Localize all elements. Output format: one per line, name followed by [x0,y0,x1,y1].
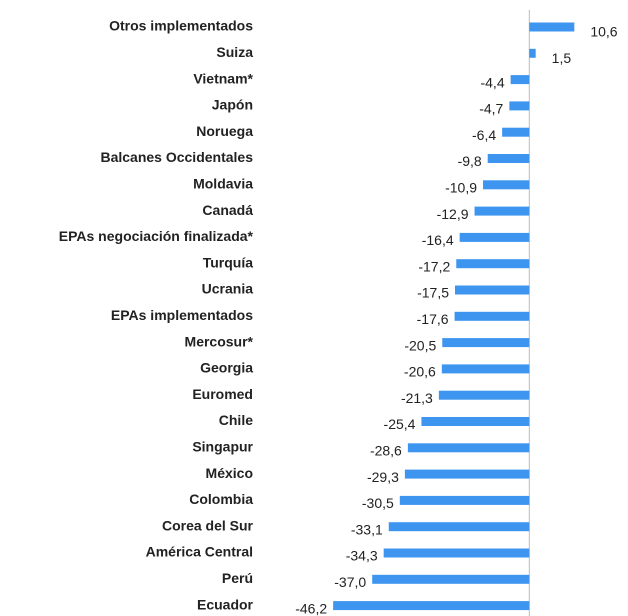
category-label: América Central [146,544,253,560]
bar [383,548,530,558]
bar [455,285,530,295]
bar [509,101,530,111]
bar [529,48,536,58]
value-label: -10,9 [445,180,477,196]
bar [388,522,530,532]
value-label: -17,2 [418,258,450,274]
bar [502,127,530,137]
bar [459,232,530,242]
value-label: -12,9 [437,206,469,222]
value-label: 10,6 [590,24,617,40]
value-label: -20,5 [404,337,436,353]
category-label: Ucrania [202,281,254,297]
value-label: -37,0 [334,574,366,590]
category-label: Euromed [192,386,253,402]
value-label: -29,3 [367,469,399,485]
bar [407,443,530,453]
value-label: -21,3 [401,390,433,406]
bar [529,22,575,32]
category-label: EPAs implementados [111,307,253,323]
category-label: Georgia [200,360,253,376]
bar [454,311,530,321]
category-label: Ecuador [197,596,254,612]
category-label: Moldavia [193,176,253,192]
bar [442,338,530,348]
bar [399,495,530,505]
value-label: 1,5 [552,50,572,66]
bar [487,154,530,163]
category-label: EPAs negociación finalizada* [59,228,254,244]
value-label: -20,6 [404,364,436,380]
value-label: -16,4 [422,232,454,248]
value-label: -34,3 [346,548,378,564]
bar [510,75,530,85]
value-label: -4,7 [479,101,503,117]
bar [438,390,530,400]
bar [333,601,530,611]
value-label: -46,2 [295,600,327,616]
category-label: Chile [219,412,253,428]
bar [404,469,530,479]
category-label: Corea del Sur [162,517,254,533]
bar [421,417,530,426]
value-label: -9,8 [458,153,482,169]
category-label: México [206,465,253,481]
value-label: -17,6 [417,311,449,327]
category-label: Noruega [196,123,253,139]
bar [483,180,530,190]
bar [441,364,530,374]
category-label: Vietnam* [193,70,253,86]
category-label: Mercosur* [185,333,254,349]
value-label: -4,4 [480,74,504,90]
category-label: Turquía [203,254,254,270]
bar [372,574,530,584]
category-label: Suiza [216,44,253,60]
category-label: Singapur [192,439,253,455]
bar [456,259,530,269]
category-label: Colombia [189,491,253,507]
category-label: Perú [222,570,253,586]
value-label: -17,5 [417,285,449,301]
category-label: Balcanes Occidentales [100,149,253,165]
value-label: -28,6 [370,443,402,459]
category-label: Canadá [202,202,253,218]
category-label: Otros implementados [109,18,253,34]
value-label: -6,4 [472,127,496,143]
category-label: Japón [212,97,253,113]
value-label: -30,5 [362,495,394,511]
value-label: -33,1 [351,521,383,537]
value-label: -25,4 [384,416,416,432]
bar [474,206,530,216]
